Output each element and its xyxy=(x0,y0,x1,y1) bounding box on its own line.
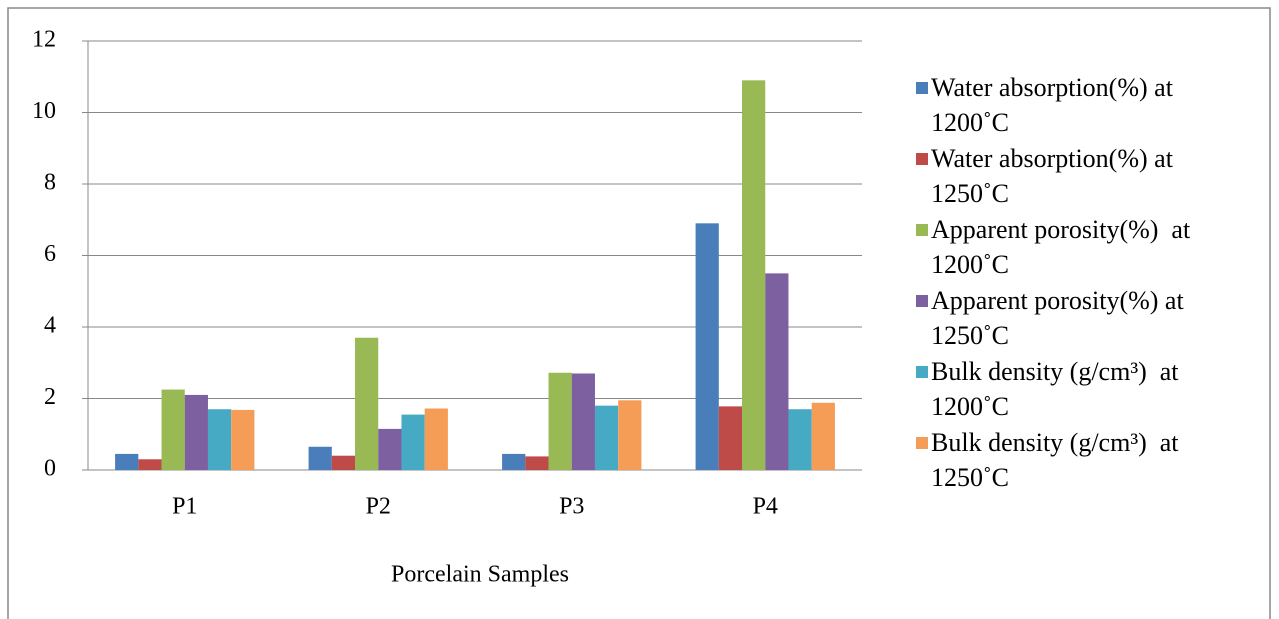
bar xyxy=(115,453,139,470)
bar xyxy=(594,405,619,470)
bar xyxy=(138,459,162,470)
bar xyxy=(695,223,719,470)
legend-label: Water absorption(%) at 1200˚C xyxy=(931,73,1180,137)
x-tick-label: P2 xyxy=(366,494,391,520)
bar xyxy=(207,409,232,470)
bar xyxy=(231,409,255,470)
y-tick-label: 2 xyxy=(44,384,56,410)
legend-entry: Bulk density (g/cm³) at 1200˚C xyxy=(916,354,1256,425)
legend-entry: Water absorption(%) at 1200˚C xyxy=(916,70,1256,141)
bar xyxy=(788,409,812,470)
bar xyxy=(811,402,835,470)
bar xyxy=(378,428,402,470)
legend: Water absorption(%) at 1200˚C Water absor… xyxy=(916,70,1256,496)
legend-entry: Apparent porosity(%) at 1200˚C xyxy=(916,212,1256,283)
x-tick-label: P3 xyxy=(559,494,584,520)
bar xyxy=(161,389,185,470)
bar xyxy=(308,446,332,470)
bar xyxy=(331,455,356,470)
x-tick-label: P1 xyxy=(172,494,197,520)
legend-marker xyxy=(916,224,928,236)
bar xyxy=(401,414,425,470)
legend-entry: Bulk density (g/cm³) at 1250˚C xyxy=(916,425,1256,496)
x-axis-title: Porcelain Samples xyxy=(391,562,569,588)
bar xyxy=(718,406,743,470)
legend-label: Bulk density (g/cm³) at 1200˚C xyxy=(931,357,1186,421)
legend-entry: Water absorption(%) at 1250˚C xyxy=(916,141,1256,212)
legend-marker xyxy=(916,82,928,94)
bar xyxy=(502,453,526,470)
bar xyxy=(765,273,789,470)
bar xyxy=(355,337,379,470)
bar xyxy=(618,400,642,470)
y-tick-label: 6 xyxy=(44,241,56,267)
chart-border xyxy=(7,7,1271,619)
legend-label: Bulk density (g/cm³) at 1250˚C xyxy=(931,428,1186,492)
legend-marker xyxy=(916,295,928,307)
legend-marker xyxy=(916,437,928,449)
bar xyxy=(548,372,572,470)
bar xyxy=(571,373,595,470)
legend-label: Apparent porosity(%) at 1250˚C xyxy=(931,286,1191,350)
y-tick-label: 12 xyxy=(32,27,56,53)
legend-entry: Apparent porosity(%) at 1250˚C xyxy=(916,283,1256,354)
bar xyxy=(424,408,448,470)
bar xyxy=(184,394,208,470)
bar xyxy=(742,80,766,470)
y-tick-label: 4 xyxy=(44,313,56,339)
y-tick-label: 8 xyxy=(44,170,56,196)
y-tick-label: 10 xyxy=(32,98,56,124)
x-tick-label: P4 xyxy=(753,494,778,520)
legend-marker xyxy=(916,366,928,378)
y-tick-label: 0 xyxy=(44,456,56,482)
legend-label: Apparent porosity(%) at 1200˚C xyxy=(931,215,1197,279)
legend-marker xyxy=(916,153,928,165)
legend-label: Water absorption(%) at 1250˚C xyxy=(931,144,1180,208)
bar xyxy=(525,456,549,470)
